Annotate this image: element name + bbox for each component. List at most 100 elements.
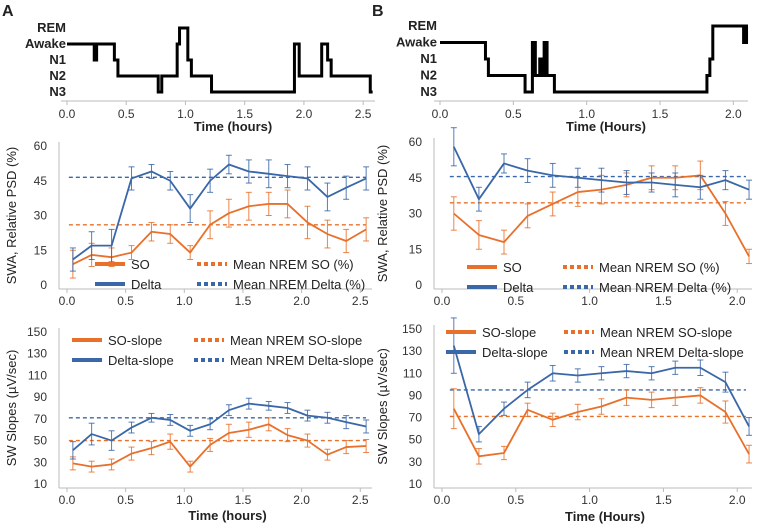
x-tick-label: 2.0 [293,294,310,308]
series-line-delta [452,146,750,201]
y-tick-label: 10 [409,477,423,491]
legend-label: Delta [131,277,162,292]
x-tick-label: 2.5 [352,493,369,507]
y-tick-label: 30 [34,455,48,469]
y-tick-label: 50 [409,433,423,447]
legend-label: SO [131,257,150,272]
series-line-delta [72,163,367,261]
x-axis-label: Time (Hours) [566,119,646,134]
y-axis-label: SW Slopes (µV/sec) [4,350,19,467]
x-axis-label: Time (hours) [188,508,267,523]
x-tick-label: 0.0 [59,493,76,507]
y-axis-label: SWA, Relative PSD (%) [4,147,19,285]
y-axis-label: SWA, Relative PSD (%) [375,145,390,283]
legend-label: SO-slope [108,333,162,348]
x-tick-label: 1.0 [176,493,193,507]
stage-label-n3: N3 [49,84,66,99]
y-tick-label: 30 [34,209,48,223]
stage-label-n3: N3 [420,84,437,99]
y-tick-label: 30 [409,207,423,221]
x-tick-label: 1.5 [235,294,252,308]
y-tick-label: 30 [409,455,423,469]
series-line-delta-slope [452,345,750,436]
y-tick-label: 90 [34,390,48,404]
stage-label-rem: REM [408,18,437,33]
legend-label: Mean NREM SO-slope [600,325,732,340]
x-tick-label: 0.5 [117,493,134,507]
series-line-so [72,203,367,265]
x-tick-label: 0.5 [507,294,524,308]
y-tick-label: 15 [409,242,423,256]
panel-letter-b: B [372,3,384,20]
x-tick-label: 1.5 [655,493,672,507]
x-tick-label: 2.0 [729,493,746,507]
x-tick-label: 2.5 [355,107,372,121]
series-line-so-slope [453,394,750,458]
stage-label-n2: N2 [49,68,66,83]
x-tick-label: 0.0 [434,294,451,308]
legend-label: Delta [503,280,534,295]
stage-label-n1: N1 [49,52,66,67]
x-tick-label: 1.5 [235,493,252,507]
y-tick-label: 60 [34,139,48,153]
y-tick-label: 15 [34,243,48,257]
stage-label-awake: Awake [25,36,66,51]
series-line-so-slope [72,423,367,468]
y-tick-label: 0 [40,278,47,292]
panel-letter-a: A [2,3,14,20]
x-tick-label: 0.5 [505,107,522,121]
stage-label-n1: N1 [420,51,437,66]
y-tick-label: 90 [409,388,423,402]
x-tick-label: 1.5 [652,107,669,121]
y-tick-label: 110 [403,366,422,380]
y-tick-label: 10 [34,477,48,491]
legend-label: Mean NREM SO-slope [230,333,362,348]
legend-label: Mean NREM SO (%) [599,260,720,275]
y-tick-label: 70 [34,412,48,426]
x-tick-label: 0.0 [59,294,76,308]
x-tick-label: 1.0 [578,107,595,121]
y-tick-label: 60 [409,135,423,149]
y-tick-label: 130 [402,344,422,358]
x-tick-label: 0.0 [432,107,449,121]
x-axis-label: Time (Hours) [565,509,645,524]
legend-label: Mean NREM Delta-slope [230,353,374,368]
y-axis-label: SW Slopes (µV/sec) [375,348,390,465]
legend-label: Mean NREM SO (%) [233,257,354,272]
x-tick-label: 1.0 [177,107,194,121]
legend-label: Delta-slope [108,353,174,368]
legend-label: SO-slope [482,325,536,340]
x-tick-label: 1.5 [655,294,672,308]
y-tick-label: 45 [409,171,423,185]
x-tick-label: 2.0 [296,107,313,121]
x-tick-label: 2.5 [352,294,369,308]
legend-label: Mean NREM Delta (%) [599,280,731,295]
y-tick-label: 45 [34,174,48,188]
x-tick-label: 1.0 [581,294,598,308]
x-axis-label: Time (hours) [194,119,273,134]
y-tick-label: 70 [409,411,423,425]
legend-label: Mean NREM Delta-slope [600,345,744,360]
x-tick-label: 0.5 [117,294,134,308]
x-tick-label: 2.0 [293,493,310,507]
hypnogram-line [67,26,373,94]
y-tick-label: 150 [27,325,47,339]
y-tick-label: 0 [415,278,422,292]
x-tick-label: 2.0 [729,294,746,308]
stage-label-n2: N2 [420,68,437,83]
legend-label: Delta-slope [482,345,548,360]
series-line-delta-slope [72,402,367,452]
y-tick-label: 130 [27,347,47,361]
y-tick-label: 110 [28,368,47,382]
x-tick-label: 0.0 [434,493,451,507]
x-tick-label: 1.0 [176,294,193,308]
y-tick-label: 150 [402,322,422,336]
stage-label-awake: Awake [396,35,437,50]
x-tick-label: 0.5 [507,493,524,507]
stage-label-rem: REM [37,20,66,35]
x-tick-label: 1.5 [236,107,253,121]
legend-label: SO [503,260,522,275]
y-tick-label: 50 [34,434,48,448]
x-tick-label: 1.0 [581,493,598,507]
